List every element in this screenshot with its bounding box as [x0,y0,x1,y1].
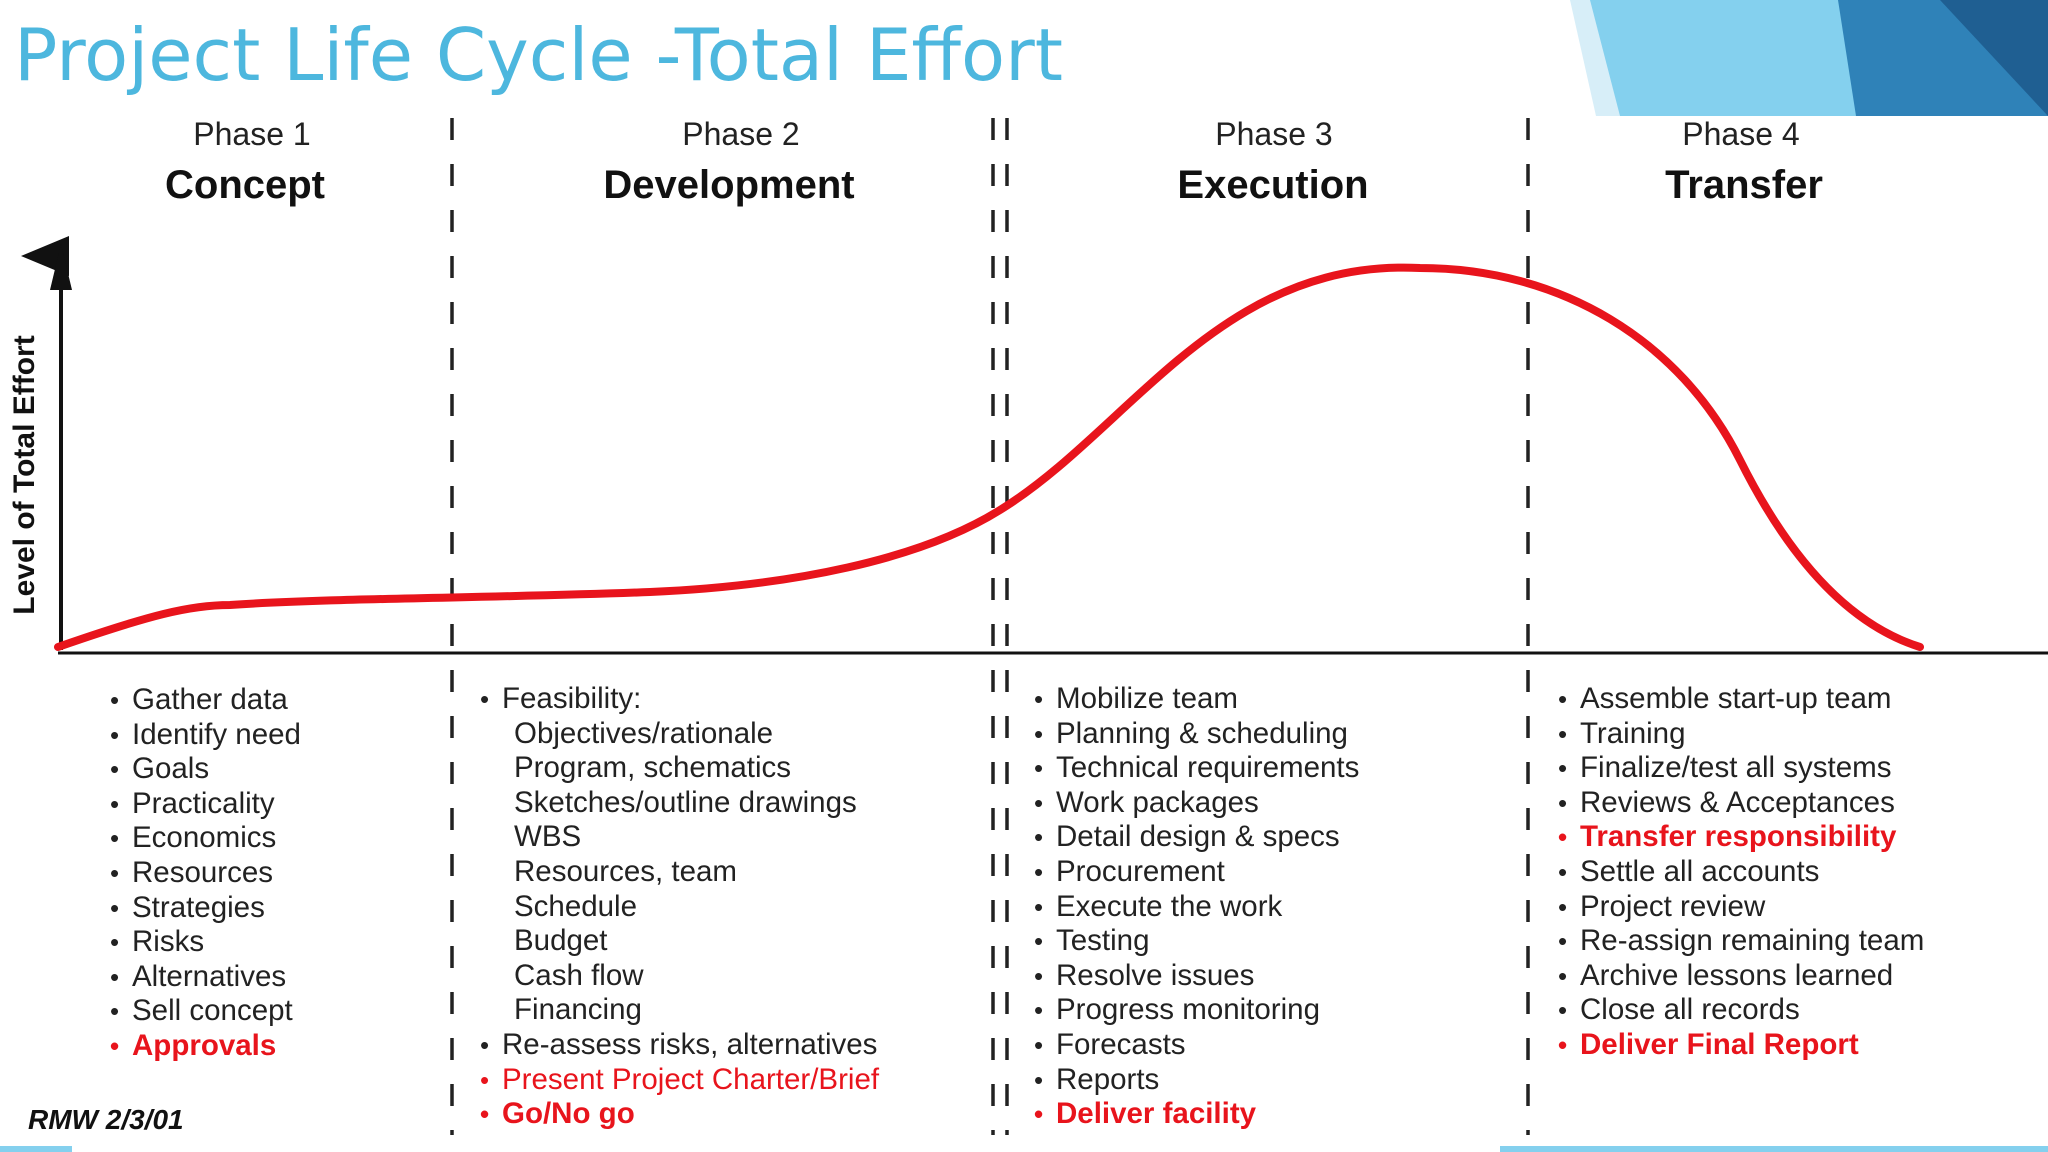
task-item: Detail design & specs [1034,820,1359,855]
task-item: Present Project Charter/Brief [480,1063,879,1098]
task-item: Training [1558,717,1924,752]
task-item: Cash flow [514,958,644,992]
task-item: Planning & scheduling [1034,717,1359,752]
task-item: Resources [110,856,301,891]
phase-3-name: Execution [1177,163,1369,207]
task-item: Economics [110,821,301,856]
task-item: Resources, team [514,854,737,888]
phase-4-number: Phase 4 [1682,116,1800,152]
task-item: Close all records [1558,993,1924,1028]
phase-1-task-list: Gather dataIdentify needGoalsPracticalit… [110,683,301,1064]
y-axis-label: Level of Total Effort [8,335,41,615]
task-item: Reviews & Acceptances [1558,786,1924,821]
task-item: Assemble start-up team [1558,682,1924,717]
phase-4-task-list: Assemble start-up teamTrainingFinalize/t… [1558,682,1924,1063]
task-item: Deliver Final Report [1558,1028,1924,1063]
task-item: Strategies [110,891,301,926]
phase-3-number: Phase 3 [1215,116,1333,152]
task-item: Execute the work [1034,890,1359,925]
task-item: Feasibility: [480,682,879,717]
task-item: Transfer responsibility [1558,820,1924,855]
task-item: Testing [1034,924,1359,959]
task-item: Program, schematics [514,751,792,785]
task-item: Risks [110,925,301,960]
task-item: Sketches/outline drawings [514,785,857,819]
phase-1-number: Phase 1 [193,116,311,152]
task-item: WBS [514,820,582,854]
task-item: Re-assign remaining team [1558,924,1924,959]
author-signature: RMW 2/3/01 [28,1104,184,1135]
y-axis-arrow-icon [50,244,72,290]
task-item: Re-assess risks, alternatives [480,1028,879,1063]
task-item: Resolve issues [1034,959,1359,994]
task-item: Archive lessons learned [1558,959,1924,994]
task-item: Mobilize team [1034,682,1359,717]
task-item: Goals [110,752,301,787]
task-item: Settle all accounts [1558,855,1924,890]
task-item: Finalize/test all systems [1558,751,1924,786]
task-item: Technical requirements [1034,751,1359,786]
task-item: Schedule [514,889,638,923]
phase-4-name: Transfer [1665,163,1823,207]
bottom-accent-strip [0,1146,2048,1152]
task-item: Procurement [1034,855,1359,890]
phase-2-name: Development [603,163,855,207]
task-item: Forecasts [1034,1028,1359,1063]
task-item: Work packages [1034,786,1359,821]
task-item: Objectives/rationale [514,716,774,750]
task-item: Practicality [110,787,301,822]
task-item: Deliver facility [1034,1097,1359,1132]
task-item: Financing [514,993,642,1027]
effort-curve [54,263,1924,651]
task-item: Budget [514,924,608,958]
task-item: Reports [1034,1063,1359,1098]
task-item: Alternatives [110,960,301,995]
task-item: Approvals [110,1029,301,1064]
task-item: Sell concept [110,994,301,1029]
phase-3-task-list: Mobilize teamPlanning & schedulingTechni… [1034,682,1359,1132]
phase-2-task-list: Feasibility:Objectives/rationaleProgram,… [480,682,879,1132]
phase-1-name: Concept [165,163,325,207]
slide-title: Project Life Cycle -Total Effort [14,13,1063,97]
task-item: Go/No go [480,1097,879,1132]
phase-2-number: Phase 2 [682,116,800,152]
task-item: Project review [1558,890,1924,925]
corner-decoration [1570,0,2048,116]
task-item: Progress monitoring [1034,993,1359,1028]
task-item: Identify need [110,718,301,753]
task-item: Gather data [110,683,301,718]
